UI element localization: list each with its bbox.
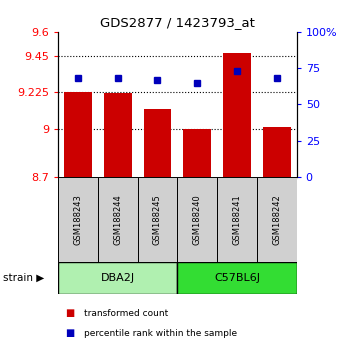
Bar (137, 177, 177, 262)
Bar (263, 127, 291, 177)
Bar (98, 177, 137, 262)
Text: GSM188244: GSM188244 (113, 194, 122, 245)
Text: ■: ■ (65, 308, 74, 318)
Bar (64, 92, 92, 177)
Bar (58, 262, 177, 294)
Text: transformed count: transformed count (84, 309, 168, 318)
Bar (257, 177, 297, 262)
Text: strain ▶: strain ▶ (3, 273, 45, 283)
Text: percentile rank within the sample: percentile rank within the sample (84, 329, 237, 338)
Bar (177, 262, 297, 294)
Bar (144, 109, 171, 177)
Bar (104, 93, 132, 177)
Text: GSM188241: GSM188241 (233, 194, 241, 245)
Text: ■: ■ (65, 329, 74, 338)
Text: GSM188245: GSM188245 (153, 194, 162, 245)
Bar (223, 53, 251, 177)
Text: GSM188242: GSM188242 (272, 194, 281, 245)
Title: GDS2877 / 1423793_at: GDS2877 / 1423793_at (100, 16, 255, 29)
Bar (217, 177, 257, 262)
Text: GSM188240: GSM188240 (193, 194, 202, 245)
Bar (58, 177, 98, 262)
Bar (177, 177, 217, 262)
Text: DBA2J: DBA2J (101, 273, 135, 283)
Bar (183, 129, 211, 177)
Text: GSM188243: GSM188243 (73, 194, 83, 245)
Text: C57BL6J: C57BL6J (214, 273, 260, 283)
